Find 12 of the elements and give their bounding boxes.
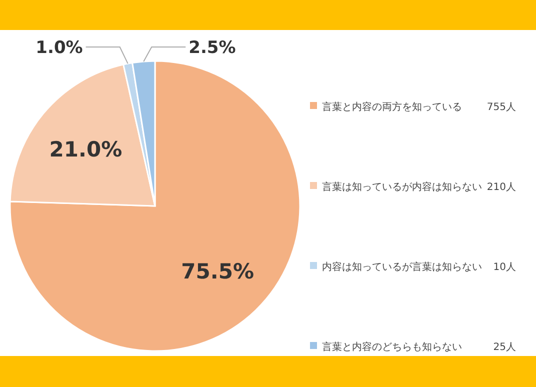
text: 210人	[486, 182, 516, 193]
legend-label: 言葉は知っているが内容は知らない	[322, 181, 482, 193]
legend-label: 言葉と内容のどちらも知らない	[322, 341, 462, 353]
data-label: 75.5%	[181, 260, 254, 284]
text: 10人	[493, 262, 516, 273]
data-label: 1.0%	[36, 38, 83, 58]
text: 25人	[493, 342, 516, 353]
data-label: 2.5%	[188, 38, 236, 58]
data-label: 21.0%	[49, 138, 122, 162]
legend-label: 言葉と内容の両方を知っている	[322, 101, 462, 113]
text: 755人	[486, 102, 516, 113]
legend-label: 内容は知っているが言葉は知らない	[322, 261, 482, 273]
